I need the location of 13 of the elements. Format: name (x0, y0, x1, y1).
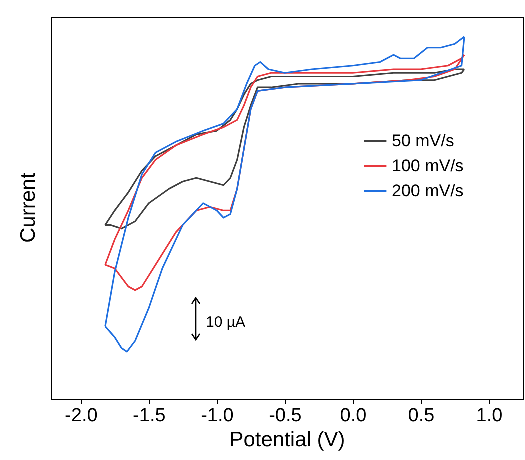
annotation: 10 µA (206, 314, 246, 331)
x-tick-label: 0.5 (408, 406, 435, 426)
x-tick-label: -1.5 (133, 406, 166, 426)
legend-label: 200 mV/s (392, 182, 464, 200)
x-tick-label: 0.0 (340, 406, 367, 426)
y-axis-title: Current (17, 172, 40, 244)
legend-label: 100 mV/s (392, 156, 464, 176)
x-tick-label: 1.0 (476, 406, 503, 426)
x-axis-title: Potential (V) (230, 428, 346, 452)
x-tick-label: -0.5 (269, 406, 302, 426)
legend-label: 50 mV/s (392, 132, 454, 150)
x-tick-label: -1.0 (201, 406, 234, 426)
x-tick-label: -2.0 (65, 406, 98, 426)
